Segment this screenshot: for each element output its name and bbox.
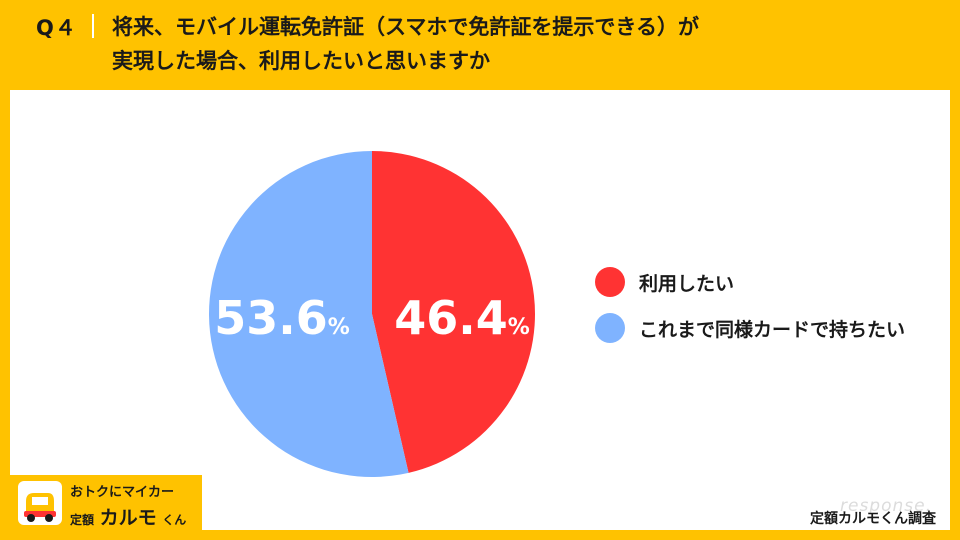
badge-brand-prefix: 定額 xyxy=(70,513,95,527)
pie-slice-use xyxy=(372,151,535,473)
title-line-1: 将来、モバイル運転免許証（スマホで免許証を提示できる）が xyxy=(112,15,699,39)
watermark: response. xyxy=(840,496,932,516)
survey-credit: 定額カルモくん調査 xyxy=(810,511,936,527)
badge-brand-suffix: くん xyxy=(162,513,187,527)
legend-dot-card xyxy=(595,313,625,343)
brand-badge: おトクにマイカー 定額 カルモ くん xyxy=(10,475,202,531)
data-label-use: 46.4% xyxy=(394,291,530,345)
car-logo-icon xyxy=(18,481,62,525)
chart-panel: 46.4% 53.6% 利用したい これまで同様カードで持ちたい xyxy=(10,90,950,530)
legend-item-use: 利用したい xyxy=(595,262,905,302)
legend: 利用したい これまで同様カードで持ちたい xyxy=(595,262,905,354)
data-label-card: 53.6% xyxy=(214,291,350,345)
badge-brand: 定額 カルモ くん xyxy=(70,503,186,530)
header: Q４ 将来、モバイル運転免許証（スマホで免許証を提示できる）が 実現した場合、利… xyxy=(0,0,960,88)
legend-dot-use xyxy=(595,267,625,297)
legend-label-use: 利用したい xyxy=(639,272,735,295)
legend-item-card: これまで同様カードで持ちたい xyxy=(595,308,905,348)
title-line-2: 実現した場合、利用したいと思いますか xyxy=(112,49,490,73)
question-number: Q４ xyxy=(36,16,77,40)
page-title: 将来、モバイル運転免許証（スマホで免許証を提示できる）が 実現した場合、利用した… xyxy=(112,10,832,78)
divider xyxy=(92,14,94,38)
badge-brand-name: カルモ xyxy=(99,507,157,529)
pie-chart: 46.4% 53.6% xyxy=(208,151,535,477)
pie-slice-card xyxy=(208,151,409,477)
legend-label-card: これまで同様カードで持ちたい xyxy=(639,318,906,341)
badge-tagline: おトクにマイカー xyxy=(70,485,175,500)
